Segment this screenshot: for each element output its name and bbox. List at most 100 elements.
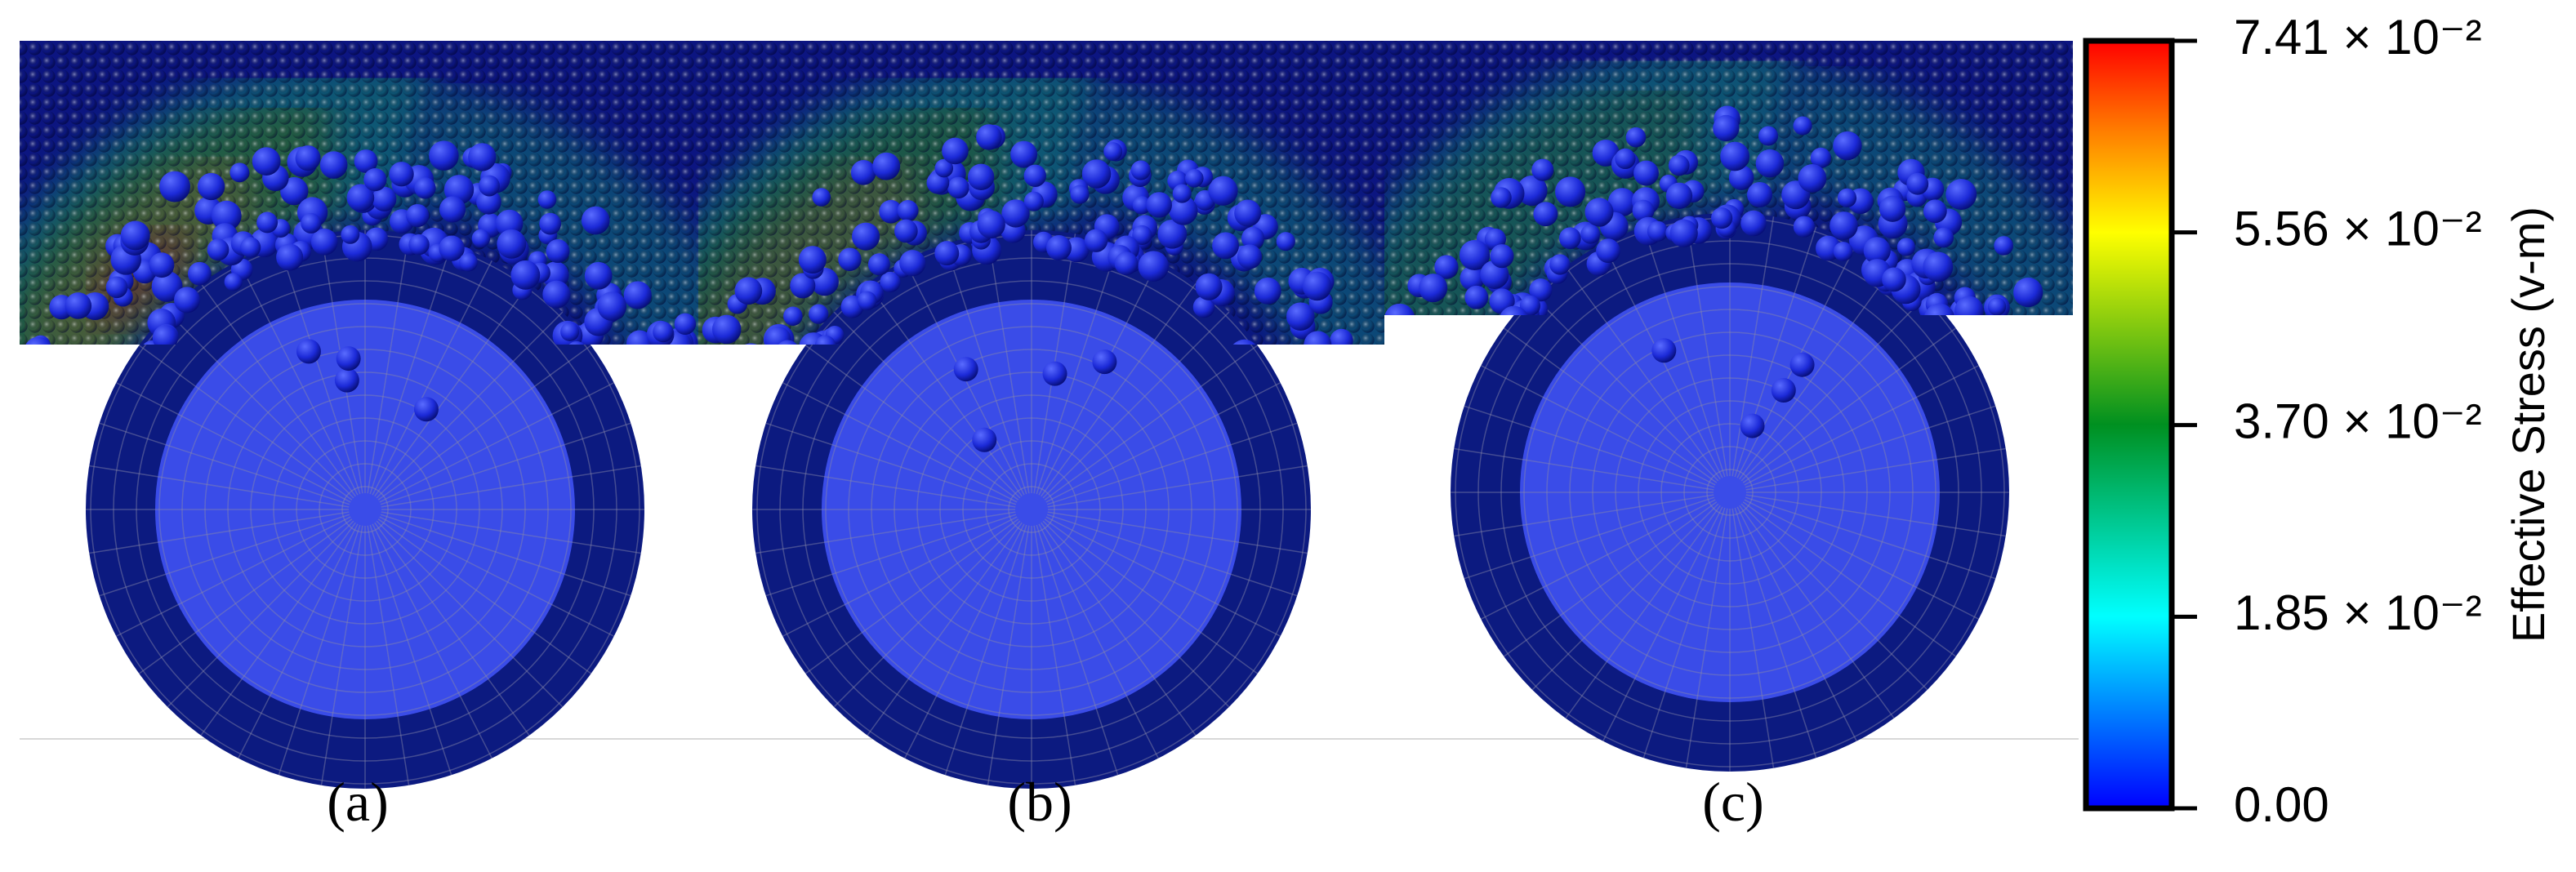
sphere <box>679 356 699 376</box>
sphere <box>301 212 322 234</box>
mesh-ring <box>227 371 503 647</box>
mesh-spoke <box>369 524 452 776</box>
sphere <box>745 343 757 345</box>
mesh-spoke <box>1642 226 1726 478</box>
mesh-spoke <box>380 514 631 597</box>
sphere <box>814 335 836 345</box>
mesh-ring <box>985 463 1078 556</box>
sphere <box>276 243 304 271</box>
sphere <box>74 351 91 369</box>
sphere <box>687 421 712 447</box>
sphere <box>1320 354 1345 379</box>
sphere <box>1335 430 1358 453</box>
mesh-spoke <box>138 345 353 501</box>
mesh-spoke <box>376 311 564 499</box>
sphere <box>1330 328 1353 345</box>
sphere <box>1954 296 1984 315</box>
sphere <box>1208 176 1238 206</box>
sphere <box>1987 297 2007 315</box>
drum-core <box>155 300 575 719</box>
sphere <box>698 401 729 432</box>
sphere <box>1302 271 1332 301</box>
mesh-spoke <box>804 518 1019 674</box>
sphere <box>1276 232 1295 251</box>
mesh-spoke <box>944 524 1027 776</box>
sphere <box>1114 251 1139 276</box>
sphere <box>1837 188 1857 208</box>
sphere <box>977 210 1005 239</box>
mesh-spoke <box>1685 508 1728 768</box>
sphere <box>947 176 969 199</box>
sphere <box>1464 285 1489 309</box>
sphere <box>537 190 557 209</box>
sphere <box>736 407 761 433</box>
sphere <box>1720 141 1750 171</box>
mesh-spoke <box>1731 216 1775 477</box>
sphere <box>1296 354 1326 384</box>
mesh-spoke <box>1744 499 1980 620</box>
sphere <box>667 421 689 443</box>
sphere <box>1994 236 2014 256</box>
sphere <box>152 325 179 345</box>
sphere <box>1349 415 1378 443</box>
sphere <box>972 427 997 452</box>
mesh-spoke <box>1454 447 1714 491</box>
sphere <box>623 281 652 309</box>
mesh-spoke <box>1044 518 1259 674</box>
sphere <box>672 410 698 436</box>
mesh-spoke <box>1602 506 1723 742</box>
sphere <box>1023 164 1046 188</box>
sphere <box>852 222 880 251</box>
mesh-spoke <box>755 511 1016 554</box>
sphere <box>240 237 261 258</box>
sphere <box>341 225 360 244</box>
sphere <box>120 220 150 251</box>
sphere <box>476 189 501 215</box>
sphere <box>1906 172 1929 195</box>
mesh-spoke <box>1047 465 1308 508</box>
sphere <box>1297 356 1317 376</box>
mesh <box>1451 213 2009 772</box>
sphere <box>718 447 742 472</box>
sphere <box>1092 349 1117 375</box>
mesh-ring <box>871 349 1192 670</box>
sphere <box>1439 381 1459 401</box>
spheres <box>25 140 699 454</box>
sphere <box>224 273 243 291</box>
sphere <box>809 304 829 324</box>
sphere <box>783 306 803 327</box>
mesh-ring <box>779 257 1284 762</box>
sphere <box>1434 255 1459 279</box>
sphere <box>669 371 697 399</box>
mesh-spoke <box>374 522 530 736</box>
sphere <box>879 199 903 224</box>
sphere <box>1184 169 1204 188</box>
sphere <box>1558 227 1581 250</box>
sphere <box>1945 179 1977 210</box>
sphere <box>1793 116 1812 136</box>
sphere <box>1555 176 1586 207</box>
mesh-ring <box>158 303 572 716</box>
panel-label: (c) <box>1702 771 1763 833</box>
sphere <box>83 392 103 412</box>
mesh-spoke <box>1685 216 1728 477</box>
mesh-spoke <box>1503 327 1718 483</box>
mesh-ring <box>1477 240 1982 745</box>
mesh-spoke <box>372 260 492 496</box>
mesh-spoke <box>381 465 641 508</box>
sphere <box>635 435 654 454</box>
mesh-ring <box>1523 286 1936 699</box>
mesh-spoke <box>1740 503 1928 691</box>
sphere <box>295 145 321 171</box>
sphere <box>1755 149 1785 178</box>
mesh-spoke <box>1041 283 1197 497</box>
mesh-spoke <box>99 422 350 505</box>
sphere <box>1500 305 1528 315</box>
mesh-spoke <box>1734 507 1817 759</box>
sphere <box>894 219 918 243</box>
mesh-ring <box>802 280 1261 739</box>
sphere <box>159 171 190 202</box>
sphere <box>27 394 54 420</box>
sphere <box>1237 244 1263 269</box>
